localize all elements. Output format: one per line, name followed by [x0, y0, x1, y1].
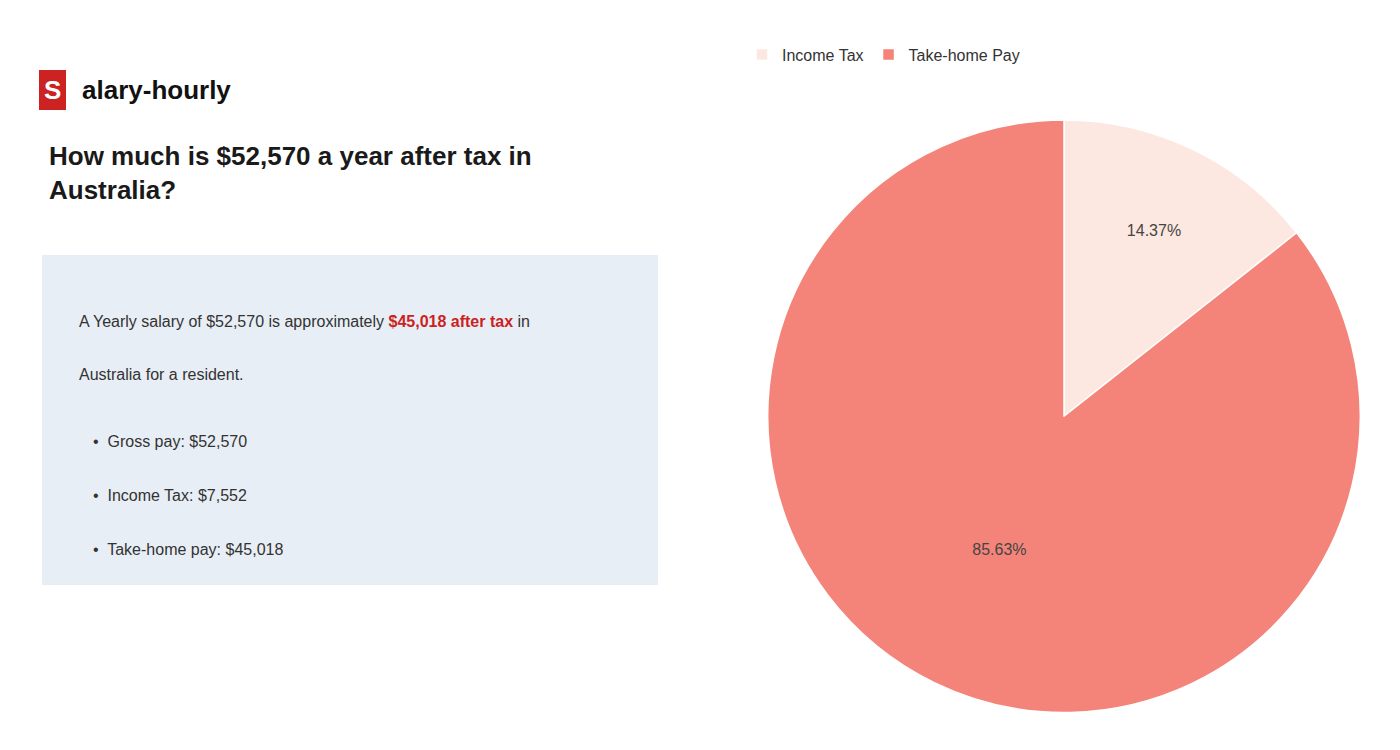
svg-text:A Yearly salary of $52,570 is: A Yearly salary of $52,570 is approximat…	[79, 313, 530, 330]
svg-text:Australia for a resident.: Australia for a resident.	[79, 366, 244, 383]
svg-text:S: S	[44, 75, 61, 105]
svg-text:14.37%: 14.37%	[1127, 222, 1181, 239]
svg-text:85.63%: 85.63%	[972, 541, 1026, 558]
svg-text:• Gross pay: $52,570: • Gross pay: $52,570	[93, 433, 247, 450]
svg-text:Income Tax: Income Tax	[782, 47, 864, 64]
svg-text:How much is $52,570 a year aft: How much is $52,570 a year after tax inA…	[49, 141, 532, 205]
svg-text:• Income Tax: $7,552: • Income Tax: $7,552	[93, 487, 247, 504]
svg-text:Take-home Pay: Take-home Pay	[909, 47, 1020, 64]
svg-text:• Take-home pay: $45,018: • Take-home pay: $45,018	[93, 541, 283, 558]
svg-text:alary-hourly: alary-hourly	[82, 75, 231, 105]
